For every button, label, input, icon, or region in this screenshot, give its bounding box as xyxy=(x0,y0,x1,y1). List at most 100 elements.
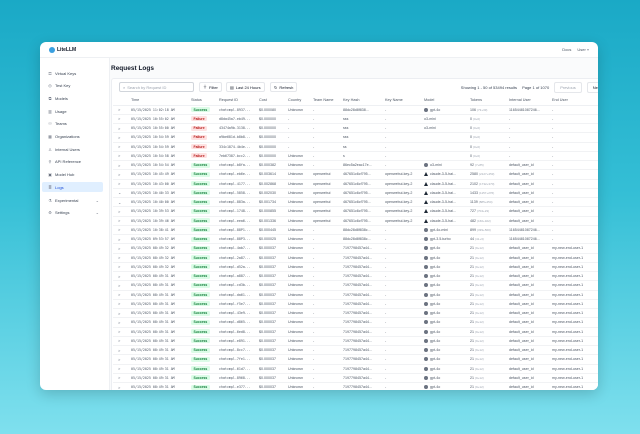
request-id-cell[interactable]: chatcmpl-4ab7... xyxy=(219,243,259,254)
table-row[interactable]: >05/15/2025 10:39:53 AM Success chatcmpl-1… xyxy=(113,206,598,217)
table-row[interactable]: >05/15/2025 08:49:31 AM Success chatcmpl-e… xyxy=(113,336,598,347)
sidebar-item-virtual-keys[interactable]: ⚿ Virtual Keys xyxy=(42,68,103,78)
expand-row-icon[interactable]: > xyxy=(113,105,131,115)
sidebar-item-test-key[interactable]: ◎ Test Key xyxy=(42,81,103,91)
table-row[interactable]: >05/15/2025 08:49:31 AM Success chatcmpl-8… xyxy=(113,345,598,356)
expand-row-icon[interactable]: > xyxy=(113,382,131,390)
table-row[interactable]: >05/15/2025 08:49:31 AM Success chatcmpl-d… xyxy=(113,290,598,300)
table-row[interactable]: >05/15/2025 08:49:32 AM Success chatcmpl-2… xyxy=(113,253,598,263)
table-row[interactable]: >05/15/2025 10:38:41 AM Success chatcmpl-8… xyxy=(113,225,598,236)
expand-row-icon[interactable]: > xyxy=(113,280,131,291)
table-row[interactable]: >05/15/2025 10:54:58 AM Failure 7eb67387-b… xyxy=(113,151,598,162)
request-id-cell[interactable]: chatcmpl-cd3b... xyxy=(219,280,259,291)
table-row[interactable]: >05/15/2025 08:49:31 AM Success chatcmpl-8… xyxy=(113,373,598,384)
next-button[interactable]: Next xyxy=(586,81,598,93)
table-row[interactable]: >05/15/2025 10:55:02 AM Failure d8da45a7-e… xyxy=(113,114,598,125)
table-row[interactable]: >05/15/2025 10:43:00 AM Success chatcmpl-4… xyxy=(113,179,598,189)
expand-row-icon[interactable]: > xyxy=(113,345,131,356)
expand-row-icon[interactable]: > xyxy=(113,234,131,245)
table-row[interactable]: >05/15/2025 08:49:31 AM Success chatcmpl-a… xyxy=(113,271,598,282)
request-id-cell[interactable]: chatcmpl-4177... xyxy=(219,179,259,189)
expand-row-icon[interactable]: > xyxy=(113,299,131,310)
expand-row-icon[interactable]: > xyxy=(113,114,131,125)
request-id-cell[interactable]: chatcmpl-f5e7... xyxy=(219,299,259,310)
sidebar-item-logs[interactable]: ≣ Logs xyxy=(42,182,103,193)
table-row[interactable]: >05/15/2025 08:49:31 AM Success chatcmpl-4… xyxy=(113,308,598,319)
sidebar-item-teams[interactable]: ⚇ Teams xyxy=(42,119,103,129)
sidebar-item-settings[interactable]: ⚙ Settings ⌄ xyxy=(42,208,103,218)
filter-button[interactable]: ⏚ Filter xyxy=(199,82,222,92)
expand-row-icon[interactable]: > xyxy=(113,142,131,152)
table-row[interactable]: >05/15/2025 11:02:18 AM Success chatcmpl-8… xyxy=(113,105,598,115)
sidebar-item-organizations[interactable]: ▦ Organizations xyxy=(42,132,103,142)
request-id-cell[interactable]: chatcmpl-43e9... xyxy=(219,308,259,319)
sidebar-item-model-hub[interactable]: ▣ Model Hub xyxy=(42,170,103,180)
request-id-cell[interactable]: chatcmpl-1748... xyxy=(219,206,259,217)
table-row[interactable]: >05/15/2025 08:49:31 AM Success chatcmpl-6… xyxy=(113,327,598,337)
request-id-cell[interactable]: chatcmpl-88P1... xyxy=(219,225,259,236)
expand-row-icon[interactable]: > xyxy=(113,169,131,180)
expand-row-icon[interactable]: > xyxy=(113,327,131,337)
expand-row-icon[interactable]: > xyxy=(113,354,131,365)
request-id-cell[interactable]: chatcmpl-88P3... xyxy=(219,234,259,245)
table-row[interactable]: ⌄ 05/15/2025 10:40:00 AM Success chatcmpl-8… xyxy=(113,197,598,208)
request-id-cell[interactable]: chatcmpl-e891... xyxy=(219,336,259,347)
sidebar-item-models[interactable]: ⧉ Models xyxy=(42,93,103,103)
expand-row-icon[interactable]: ⌄ xyxy=(113,197,131,208)
table-row[interactable]: >05/15/2025 08:49:31 AM Success chatcmpl-f… xyxy=(113,299,598,310)
request-id-cell[interactable]: chatcmpl-2a87... xyxy=(219,253,259,263)
expand-row-icon[interactable]: > xyxy=(113,308,131,319)
request-id-cell[interactable]: chatcmpl-da61... xyxy=(219,290,259,300)
table-row[interactable]: >05/15/2025 10:39:46 AM Success chatcmpl-e… xyxy=(113,216,598,226)
time-range-button[interactable]: ▤ Last 24 Hours xyxy=(226,82,265,92)
expand-row-icon[interactable]: > xyxy=(113,336,131,347)
expand-row-icon[interactable]: > xyxy=(113,271,131,282)
expand-row-icon[interactable]: ⌄ xyxy=(113,188,131,199)
table-row[interactable]: ⌄ 05/15/2025 10:40:33 AM Success chatcmpl-5… xyxy=(113,188,598,199)
request-id-cell[interactable]: chatcmpl-8cc7... xyxy=(219,345,259,356)
sidebar-item-api-reference[interactable]: ⚲ API Reference xyxy=(42,157,103,167)
expand-row-icon[interactable]: > xyxy=(113,132,131,143)
request-id-cell[interactable]: chatcmpl-7fe1... xyxy=(219,354,259,365)
expand-row-icon[interactable]: > xyxy=(113,243,131,254)
search-input[interactable]: ⌕ Search by Request ID xyxy=(119,82,194,92)
logo[interactable]: LiteLLM xyxy=(49,46,76,53)
request-id-cell[interactable]: 7eb67387-bcc2... xyxy=(219,151,259,162)
table-row[interactable]: >05/15/2025 10:45:49 AM Success chatcmpl-e… xyxy=(113,169,598,180)
sidebar-item-usage[interactable]: ▥ Usage xyxy=(42,106,103,116)
request-id-cell[interactable]: 334c1874-4b4e... xyxy=(219,142,259,152)
sidebar-item-internal-users[interactable]: ♙ Internal Users xyxy=(42,144,103,154)
request-id-cell[interactable]: chatcmpl-d52a... xyxy=(219,262,259,273)
table-row[interactable]: >05/15/2025 08:49:31 AM Success chatcmpl-6… xyxy=(113,364,598,374)
expand-row-icon[interactable]: > xyxy=(113,216,131,226)
docs-link[interactable]: Docs xyxy=(562,47,572,52)
table-row[interactable]: >05/15/2025 08:49:32 AM Success chatcmpl-d… xyxy=(113,262,598,273)
expand-row-icon[interactable]: > xyxy=(113,364,131,374)
request-id-cell[interactable]: chatcmpl-883a... xyxy=(219,197,259,208)
table-row[interactable]: >05/15/2025 10:55:00 AM Failure 43474a9b-3… xyxy=(113,123,598,134)
request-id-cell[interactable]: chatcmpl-eb6e... xyxy=(219,169,259,180)
expand-row-icon[interactable]: > xyxy=(113,123,131,134)
expand-row-icon[interactable]: > xyxy=(113,373,131,384)
expand-row-icon[interactable]: > xyxy=(113,290,131,300)
table-row[interactable]: >05/15/2025 08:49:31 AM Success chatcmpl-c… xyxy=(113,280,598,291)
expand-row-icon[interactable]: > xyxy=(113,253,131,263)
table-row[interactable]: >05/15/2025 10:54:59 AM Failure a9be681d-b… xyxy=(113,132,598,143)
table-row[interactable]: >05/15/2025 08:49:31 AM Success chatcmpl-e… xyxy=(113,382,598,390)
expand-row-icon[interactable]: > xyxy=(113,160,131,171)
expand-row-icon[interactable]: > xyxy=(113,225,131,236)
request-id-cell[interactable]: chatcmpl-b8fa... xyxy=(219,160,259,171)
table-row[interactable]: >05/15/2025 08:49:32 AM Success chatcmpl-4… xyxy=(113,243,598,254)
refresh-button[interactable]: ↻ Refresh xyxy=(270,82,298,92)
request-id-cell[interactable]: chatcmpl-d865... xyxy=(219,317,259,328)
sidebar-item-experimental[interactable]: ⚗ Experimental ⌄ xyxy=(42,195,103,205)
request-id-cell[interactable]: d8da45a7-eb49... xyxy=(219,114,259,125)
request-id-cell[interactable]: 43474a9b-3138... xyxy=(219,123,259,134)
request-id-cell[interactable]: chatcmpl-eea6... xyxy=(219,216,259,226)
table-row[interactable]: >05/15/2025 10:54:54 AM Success chatcmpl-b… xyxy=(113,160,598,171)
request-id-cell[interactable]: chatcmpl-61d7... xyxy=(219,364,259,374)
request-id-cell[interactable]: chatcmpl-a887... xyxy=(219,271,259,282)
request-id-cell[interactable]: chatcmpl-6ed8... xyxy=(219,327,259,337)
request-id-cell[interactable]: a9be681d-b8b8... xyxy=(219,132,259,143)
request-id-cell[interactable]: chatcmpl-e377... xyxy=(219,382,259,390)
